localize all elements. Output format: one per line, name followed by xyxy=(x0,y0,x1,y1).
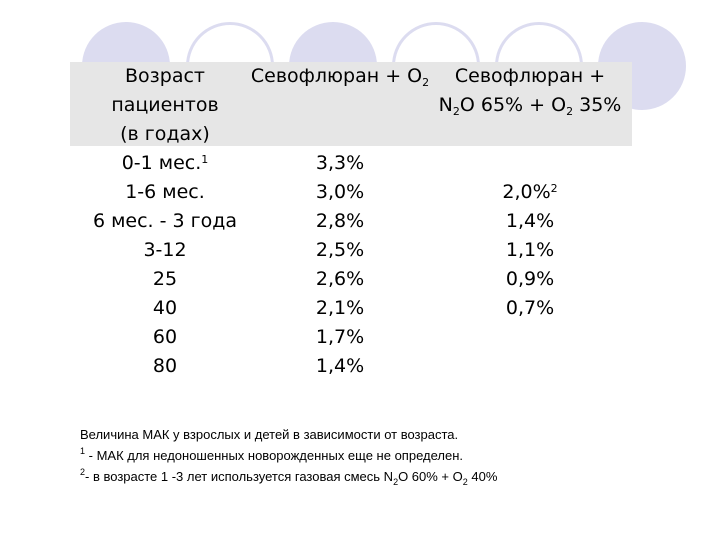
header-sevo-n2o-line2: N2O 65% + O2 35% xyxy=(438,94,622,118)
table-header-band xyxy=(70,62,632,146)
caption: Величина МАК у взрослых и детей в зависи… xyxy=(80,427,459,442)
age-cell: 60 xyxy=(152,326,178,348)
age-cell: 3-12 xyxy=(143,239,187,261)
header-age-line3: (в годах) xyxy=(120,123,210,145)
header-sevo-n2o-line1: Севофлюран + xyxy=(454,65,606,87)
footnotes: Величина МАК у взрослых и детей в зависи… xyxy=(80,424,497,487)
sevo-o2-cell: 2,1% xyxy=(315,297,365,319)
sevo-o2-cell: 3,0% xyxy=(315,181,365,203)
sevo-o2-cell: 2,5% xyxy=(315,239,365,261)
footnote-2: 2- в возрасте 1 -3 лет используется газо… xyxy=(80,467,498,487)
sevoflurane-o2-column: Севофлюран + O2 3,3% 3,0% 2,8% 2,5% 2,6%… xyxy=(250,62,430,381)
age-column: Возраст пациентов (в годах) 0-1 мес.1 1-… xyxy=(70,62,260,381)
age-cell: 80 xyxy=(152,355,178,377)
sevoflurane-n2o-column: Севофлюран + N2O 65% + O2 35% 2,0%2 1,4%… xyxy=(430,62,630,323)
sevo-n2o-cell: 1,4% xyxy=(505,210,555,232)
header-age-line1: Возраст xyxy=(125,65,205,87)
age-cell: 40 xyxy=(152,297,178,319)
sevo-o2-cell: 3,3% xyxy=(315,152,365,174)
age-cell: 25 xyxy=(152,268,178,290)
sevo-n2o-cell: 0,9% xyxy=(505,268,555,290)
age-cell: 0-1 мес.1 xyxy=(121,152,209,174)
sevo-n2o-cell: 1,1% xyxy=(505,239,555,261)
sevo-n2o-cell: 2,0%2 xyxy=(502,181,558,203)
sevo-o2-cell: 1,4% xyxy=(315,355,365,377)
header-age-line2: пациентов xyxy=(111,94,219,116)
footnote-1: 1 - МАК для недоношенных новорожденных е… xyxy=(80,446,464,464)
header-sevo-o2: Севофлюран + O2 xyxy=(250,65,430,89)
sevo-o2-cell: 2,8% xyxy=(315,210,365,232)
sevo-n2o-cell: 0,7% xyxy=(505,297,555,319)
age-cell: 1-6 мес. xyxy=(125,181,205,203)
age-cell: 6 мес. - 3 года xyxy=(92,210,238,232)
sevo-o2-cell: 1,7% xyxy=(315,326,365,348)
sevo-o2-cell: 2,6% xyxy=(315,268,365,290)
